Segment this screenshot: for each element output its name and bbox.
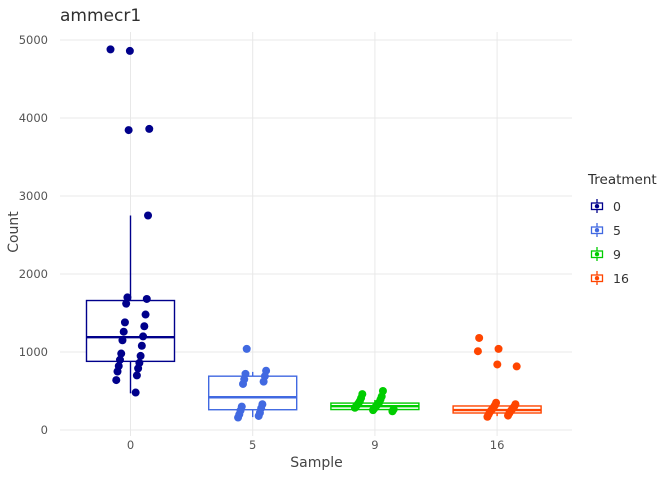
data-point[interactable] <box>134 364 143 373</box>
points-group-5[interactable] <box>234 344 271 422</box>
data-point[interactable] <box>115 355 124 364</box>
x-tick-label: 0 <box>127 438 134 452</box>
data-point[interactable] <box>388 407 397 416</box>
boxplot-glyph-icon <box>590 271 604 285</box>
data-point[interactable] <box>118 336 127 345</box>
data-point[interactable] <box>136 351 145 360</box>
data-point[interactable] <box>124 126 133 135</box>
data-point[interactable] <box>144 211 153 220</box>
data-point[interactable] <box>475 333 484 342</box>
data-point[interactable] <box>113 367 122 376</box>
boxplot-glyph-icon <box>590 199 604 213</box>
data-point[interactable] <box>117 349 126 358</box>
points-group-16[interactable] <box>473 333 521 421</box>
data-point[interactable] <box>242 344 251 353</box>
y-tick-label: 3000 <box>19 189 48 203</box>
chart-title: ammecr1 <box>60 6 142 26</box>
x-tick-label: 16 <box>490 438 505 452</box>
legend-item-0[interactable]: 0 <box>588 197 657 215</box>
legend-item-label: 9 <box>613 246 621 262</box>
data-point[interactable] <box>234 413 243 422</box>
data-point[interactable] <box>350 403 359 412</box>
data-point[interactable] <box>106 45 115 54</box>
data-point[interactable] <box>139 332 148 341</box>
data-point[interactable] <box>239 379 248 388</box>
legend-item-9[interactable]: 9 <box>588 245 657 263</box>
x-tick-label: 9 <box>371 438 378 452</box>
data-point[interactable] <box>254 411 263 420</box>
data-point[interactable] <box>473 347 482 356</box>
data-point[interactable] <box>483 412 492 421</box>
legend-item-label: 5 <box>613 222 621 238</box>
data-point[interactable] <box>125 46 134 55</box>
x-axis-title: Sample <box>290 455 343 471</box>
data-point[interactable] <box>504 411 513 420</box>
data-point[interactable] <box>122 299 131 308</box>
data-point[interactable] <box>137 341 146 350</box>
data-point[interactable] <box>494 344 503 353</box>
data-point[interactable] <box>145 124 154 133</box>
legend-item-label: 0 <box>613 198 621 214</box>
legend-title: Treatment <box>588 172 657 188</box>
data-point[interactable] <box>112 376 121 385</box>
legend-items: 0 5 9 16 <box>588 197 657 287</box>
data-point[interactable] <box>120 318 129 327</box>
data-point[interactable] <box>123 293 132 302</box>
boxplot-glyph-icon <box>590 247 604 261</box>
y-tick-label: 4000 <box>19 111 48 125</box>
y-tick-label: 2000 <box>19 267 48 281</box>
points-group-0[interactable] <box>106 45 154 397</box>
data-point[interactable] <box>140 322 149 331</box>
data-point[interactable] <box>119 327 128 336</box>
boxplot-glyph-icon <box>590 223 604 237</box>
box-group-0[interactable] <box>85 215 176 394</box>
legend-item-16[interactable]: 16 <box>588 269 657 287</box>
data-point[interactable] <box>142 294 151 303</box>
data-point[interactable] <box>141 310 150 319</box>
x-tick-label: 5 <box>249 438 256 452</box>
data-point[interactable] <box>132 371 141 380</box>
y-tick-label: 0 <box>41 423 48 437</box>
data-point[interactable] <box>493 360 502 369</box>
legend-item-5[interactable]: 5 <box>588 221 657 239</box>
y-tick-label: 5000 <box>19 33 48 47</box>
data-point[interactable] <box>131 388 140 397</box>
data-point[interactable] <box>512 362 521 371</box>
y-tick-label: 1000 <box>19 345 48 359</box>
points-group-9[interactable] <box>350 387 398 416</box>
data-point[interactable] <box>259 377 268 386</box>
legend: Treatment 0 5 9 16 <box>588 172 657 293</box>
data-point[interactable] <box>369 406 378 415</box>
box-group-5[interactable] <box>207 371 298 418</box>
legend-item-label: 16 <box>613 270 629 286</box>
